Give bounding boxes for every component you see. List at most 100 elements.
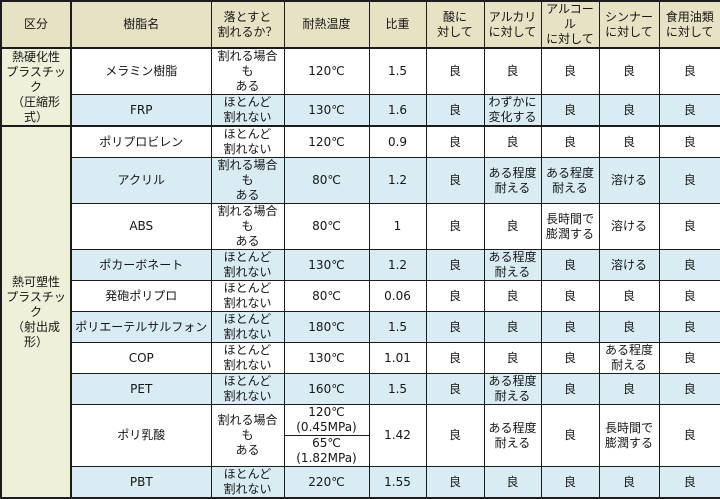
thinner-cell: 良: [598, 466, 660, 499]
thinner-cell: 溶ける: [598, 157, 660, 204]
specific-gravity-cell: 0.06: [368, 280, 427, 312]
table-row: ポリ乳酸 割れる場合も ある 120℃ (0.45MPa) 1.42 良 ある程…: [1, 404, 720, 467]
acid-cell: 良: [425, 203, 485, 250]
specific-gravity-cell: 1.2: [368, 249, 427, 281]
table-row: ポカーボネート ほとんど 割れない 130℃ 1.2 良 ある程度 耐える 良 …: [1, 249, 720, 281]
heat-temp-cell: 80℃: [283, 280, 370, 312]
breaks-when-dropped-cell: ほとんど 割れない: [210, 342, 285, 374]
thinner-cell: 良: [598, 311, 660, 343]
specific-gravity-cell: 1.55: [368, 466, 427, 499]
alkali-cell: ある程度 耐える: [483, 404, 542, 467]
resin-name-cell: ポリエーテルサルフォン: [70, 311, 212, 343]
resin-name-cell: ポカーボネート: [70, 249, 212, 281]
resin-name-cell: 発砲ポリプロ: [70, 280, 212, 312]
heat-temp-cell: 160℃: [283, 373, 370, 405]
header-cooking-oil: 食用油類 に対して: [658, 0, 720, 49]
acid-cell: 良: [425, 466, 485, 499]
breaks-when-dropped-cell: 割れる場合も ある: [210, 157, 285, 204]
table-row: FRP ほとんど 割れない 130℃ 1.6 良 わずかに 変化する 良 良 良: [1, 94, 720, 127]
header-alcohol: アルコール に対して: [540, 0, 600, 49]
heat-temp-cell: 130℃: [283, 249, 370, 281]
alcohol-cell: 良: [540, 373, 600, 405]
acid-cell: 良: [425, 373, 485, 405]
specific-gravity-cell: 1.5: [368, 311, 427, 343]
alcohol-cell: 良: [540, 47, 600, 95]
header-acid: 酸に 対して: [425, 0, 485, 49]
acid-cell: 良: [425, 342, 485, 374]
resin-name-cell: アクリル: [70, 157, 212, 204]
table-row: アクリル 割れる場合も ある 80℃ 1.2 良 ある程度 耐える ある程度 耐…: [1, 157, 720, 204]
alkali-cell: 良: [483, 125, 542, 158]
specific-gravity-cell: 1.5: [368, 373, 427, 405]
resin-name-cell: PBT: [70, 466, 212, 499]
alkali-cell: わずかに 変化する: [483, 94, 542, 127]
thinner-cell: 良: [598, 373, 660, 405]
heat-temp-cell: 220℃: [283, 466, 370, 499]
heat-temp-cell: 80℃: [283, 203, 370, 250]
table-row: 発砲ポリプロ ほとんど 割れない 80℃ 0.06 良 良 良 良 良: [1, 280, 720, 312]
breaks-when-dropped-cell: ほとんど 割れない: [210, 94, 285, 127]
alcohol-cell: 良: [540, 125, 600, 158]
cooking-oil-cell: 良: [658, 249, 720, 281]
breaks-when-dropped-cell: ほとんど 割れない: [210, 373, 285, 405]
alcohol-cell: 良: [540, 342, 600, 374]
specific-gravity-cell: 1.2: [368, 157, 427, 204]
cooking-oil-cell: 良: [658, 47, 720, 95]
thinner-cell: ある程度 耐える: [598, 342, 660, 374]
alkali-cell: 良: [483, 203, 542, 250]
heat-temp-cell: 130℃: [283, 342, 370, 374]
table-row: ポリエーテルサルフォン ほとんど 割れない 180℃ 1.5 良 良 良 良 良: [1, 311, 720, 343]
header-resin-name: 樹脂名: [70, 0, 212, 49]
category-thermoset-cell: 熱硬化性 プラスチック （圧縮形式）: [0, 47, 72, 127]
resin-name-cell: FRP: [70, 94, 212, 127]
cooking-oil-cell: 良: [658, 157, 720, 204]
alcohol-cell: 良: [540, 466, 600, 499]
thinner-cell: 長時間で 膨潤する: [598, 404, 660, 467]
resin-name-cell: メラミン樹脂: [70, 47, 212, 95]
heat-temp-lower-cell: 65℃ (1.82MPa): [283, 435, 370, 467]
acid-cell: 良: [425, 47, 485, 95]
breaks-when-dropped-cell: ほとんど 割れない: [210, 280, 285, 312]
cooking-oil-cell: 良: [658, 404, 720, 467]
alkali-cell: ある程度 耐える: [483, 373, 542, 405]
resin-name-cell: ポリプロビレン: [70, 125, 212, 158]
acid-cell: 良: [425, 404, 485, 467]
alkali-cell: 良: [483, 342, 542, 374]
alkali-cell: ある程度 耐える: [483, 249, 542, 281]
table-row: PBT ほとんど 割れない 220℃ 1.55 良 良 良 良 良: [1, 466, 720, 499]
table-row: COP ほとんど 割れない 130℃ 1.01 良 良 良 ある程度 耐える 良: [1, 342, 720, 374]
alcohol-cell: 良: [540, 404, 600, 467]
header-row: 区分 樹脂名 落とすと 割れるか？ 耐熱温度 比重 酸に 対して アルカリ に対…: [0, 0, 720, 49]
cooking-oil-cell: 良: [658, 125, 720, 158]
acid-cell: 良: [425, 157, 485, 204]
alcohol-cell: 良: [540, 94, 600, 127]
heat-temp-cell: 120℃: [283, 125, 370, 158]
specific-gravity-cell: 1: [368, 203, 427, 250]
heat-temp-cell: 80℃: [283, 157, 370, 204]
specific-gravity-cell: 0.9: [368, 125, 427, 158]
acid-cell: 良: [425, 280, 485, 312]
thinner-cell: 良: [598, 125, 660, 158]
heat-temp-upper-cell: 120℃ (0.45MPa): [283, 404, 370, 436]
acid-cell: 良: [425, 94, 485, 127]
thinner-cell: 良: [598, 94, 660, 127]
alkali-cell: 良: [483, 311, 542, 343]
thinner-cell: 溶ける: [598, 203, 660, 250]
category-thermoplastic-cell: 熱可塑性 プラスチック （射出成形）: [0, 125, 72, 499]
thinner-cell: 良: [598, 47, 660, 95]
heat-temp-cell: 120℃: [283, 47, 370, 95]
alcohol-cell: ある程度 耐える: [540, 157, 600, 204]
heat-temp-cell: 180℃: [283, 311, 370, 343]
specific-gravity-cell: 1.01: [368, 342, 427, 374]
table-row: 熱硬化性 プラスチック （圧縮形式） メラミン樹脂 割れる場合も ある 120℃…: [0, 47, 720, 127]
header-thinner: シンナー に対して: [598, 0, 660, 49]
alcohol-cell: 良: [540, 311, 600, 343]
cooking-oil-cell: 良: [658, 342, 720, 374]
cooking-oil-cell: 良: [658, 373, 720, 405]
breaks-when-dropped-cell: ほとんど 割れない: [210, 466, 285, 499]
alcohol-cell: 長時間で 膨潤する: [540, 203, 600, 250]
resin-name-cell: COP: [70, 342, 212, 374]
cooking-oil-cell: 良: [658, 466, 720, 499]
resin-name-cell: ポリ乳酸: [70, 404, 212, 467]
